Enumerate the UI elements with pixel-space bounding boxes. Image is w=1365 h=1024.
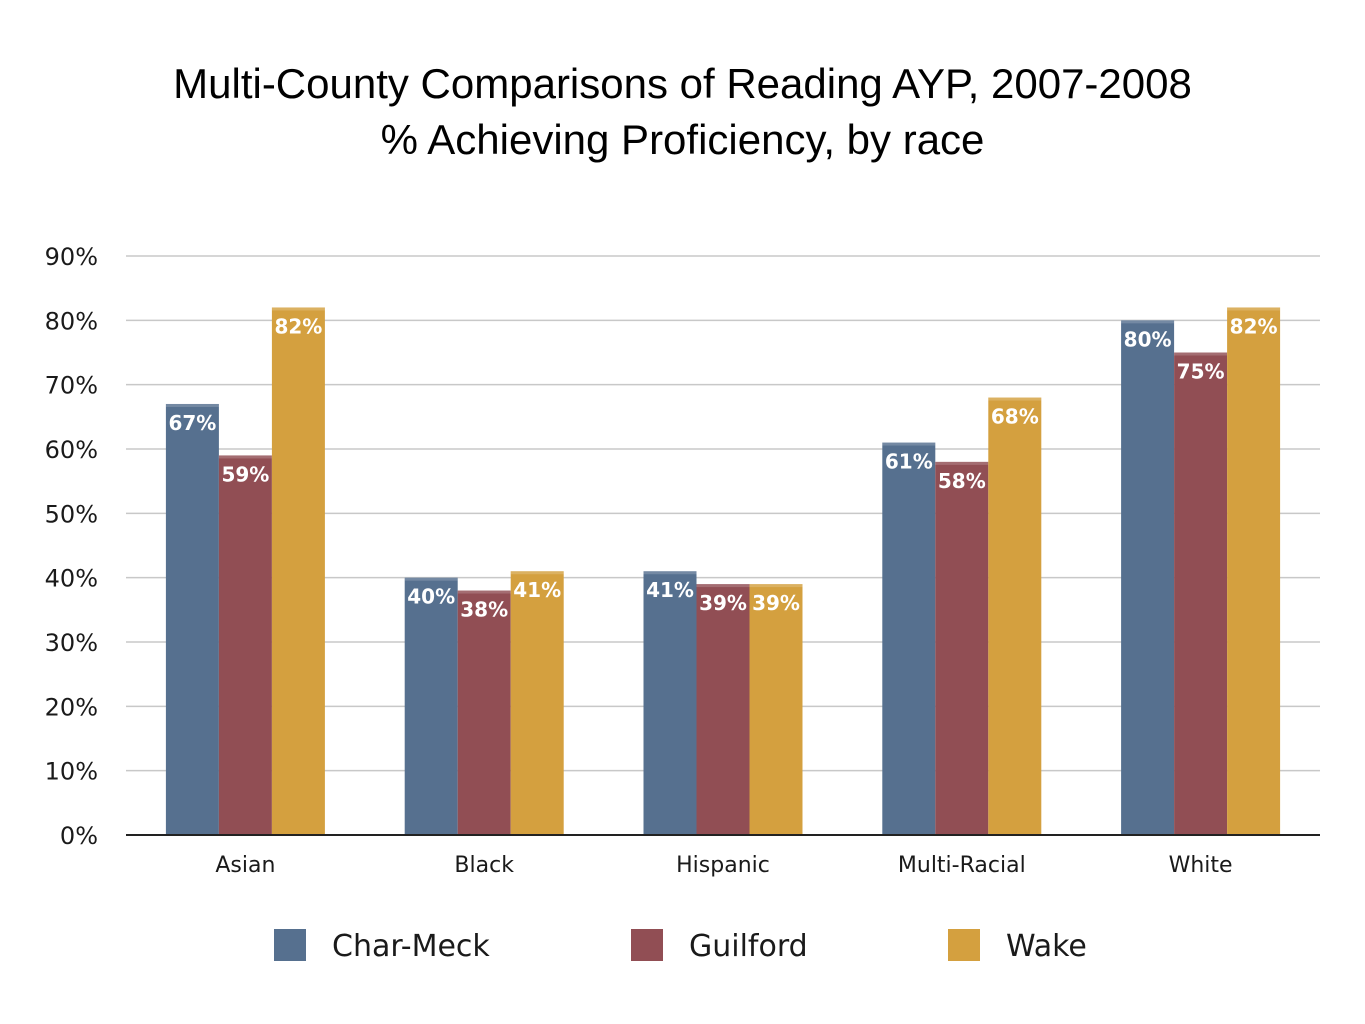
- legend-swatch: [948, 929, 980, 961]
- legend-swatch: [631, 929, 663, 961]
- data-label: 82%: [274, 314, 322, 338]
- data-label: 82%: [1230, 314, 1278, 338]
- bar-highlight: [218, 455, 272, 459]
- bar-highlight: [696, 584, 750, 588]
- x-tick-label: White: [1169, 853, 1233, 878]
- data-label: 41%: [646, 578, 694, 602]
- bar-highlight: [988, 397, 1042, 401]
- bar-highlight: [457, 590, 511, 594]
- bar-highlight: [1227, 307, 1281, 311]
- bar-highlight: [165, 403, 219, 407]
- bar-highlight: [643, 571, 697, 575]
- x-tick-label: Multi-Racial: [898, 853, 1026, 878]
- legend: Char-Meck Guilford Wake: [274, 929, 1087, 964]
- bar: [510, 571, 564, 835]
- data-label: 80%: [1124, 327, 1172, 351]
- x-tick-label: Hispanic: [676, 853, 770, 878]
- y-tick-label: 60%: [45, 436, 98, 464]
- data-label: 68%: [991, 405, 1039, 429]
- x-axis: Asian Black Hispanic Multi-Racial White: [126, 834, 1320, 878]
- bars: 67%59%82%40%38%41% 41%39% 39%61%58%68%80%7…: [165, 307, 1281, 835]
- chart-subtitle: % Achieving Proficiency, by race: [380, 116, 985, 163]
- data-label: 39%: [699, 591, 747, 615]
- bar: [988, 397, 1042, 835]
- y-tick-label: 70%: [45, 372, 98, 400]
- legend-swatch: [274, 929, 306, 961]
- bar: [935, 461, 989, 835]
- y-tick-label: 40%: [45, 565, 98, 593]
- x-tick-label: Asian: [215, 853, 275, 878]
- y-tick-label: 20%: [45, 693, 98, 721]
- y-tick-label: 50%: [45, 500, 98, 528]
- bar: [1227, 307, 1281, 835]
- bar-highlight: [510, 571, 564, 575]
- bar: [1174, 352, 1228, 835]
- bar-highlight: [271, 307, 325, 311]
- chart-title: Multi-County Comparisons of Reading AYP,…: [173, 60, 1192, 107]
- bar-highlight: [1121, 320, 1175, 324]
- data-label: 67%: [168, 411, 216, 435]
- data-label: 61%: [885, 450, 933, 474]
- legend-label: Wake: [1006, 929, 1087, 964]
- legend-label: Char-Meck: [332, 929, 490, 964]
- data-label: 39%: [752, 591, 800, 615]
- x-tick-label: Black: [454, 853, 514, 878]
- data-label: 38%: [460, 598, 508, 622]
- data-label: 40%: [407, 585, 455, 609]
- bar: [271, 307, 325, 835]
- data-label: 41%: [513, 578, 561, 602]
- bar-highlight: [749, 584, 803, 588]
- bar-highlight: [1174, 352, 1228, 356]
- data-label: 59%: [221, 462, 269, 486]
- data-label: 58%: [938, 469, 986, 493]
- bar: [882, 442, 936, 835]
- bar-highlight: [404, 577, 458, 581]
- y-tick-label: 10%: [45, 758, 98, 786]
- y-tick-label: 30%: [45, 629, 98, 657]
- y-tick-label: 80%: [45, 307, 98, 335]
- bar: [165, 403, 219, 835]
- y-tick-label: 0%: [60, 822, 98, 850]
- bar-highlight: [882, 442, 936, 446]
- bar: [218, 455, 272, 835]
- bar: [643, 571, 697, 835]
- data-label: 75%: [1177, 360, 1225, 384]
- bar: [749, 584, 803, 835]
- bar-highlight: [935, 461, 989, 465]
- legend-label: Guilford: [689, 929, 808, 964]
- y-axis: 0% 10% 20% 30% 40% 50% 60% 70% 80% 90%: [45, 243, 98, 850]
- bar: [1121, 320, 1175, 835]
- bar: [696, 584, 750, 835]
- bar: [457, 590, 511, 835]
- y-tick-label: 90%: [45, 243, 98, 271]
- bar: [404, 577, 458, 835]
